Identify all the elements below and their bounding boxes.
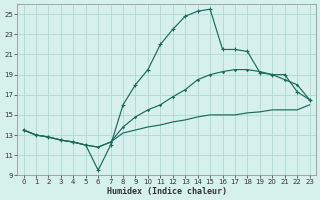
X-axis label: Humidex (Indice chaleur): Humidex (Indice chaleur) (107, 187, 227, 196)
